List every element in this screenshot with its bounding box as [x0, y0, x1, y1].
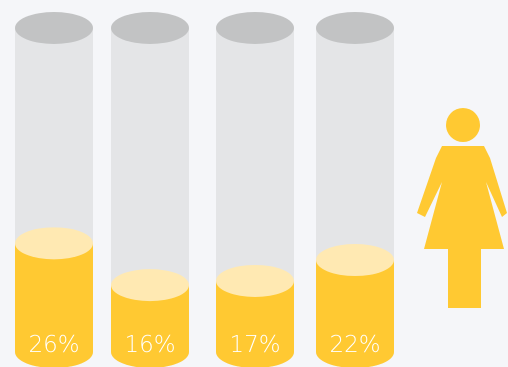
bar-fill-3 — [216, 280, 294, 367]
bar-fill-2 — [111, 285, 189, 367]
figure-head — [446, 108, 480, 142]
bar-fill-top-3 — [216, 264, 294, 297]
female-figure-icon — [417, 108, 507, 308]
tube-top-2 — [111, 12, 189, 44]
bar-fill-top-4 — [316, 244, 394, 277]
value-label-3: 17% — [229, 332, 280, 358]
value-label-1: 26% — [28, 332, 79, 358]
tube-top-3 — [216, 12, 294, 44]
tube-top-1 — [15, 12, 93, 44]
value-labels: 26% 16% 17% 22% — [28, 332, 380, 358]
value-label-4: 22% — [329, 332, 380, 358]
cylinder-bars — [15, 12, 394, 367]
figure-body — [417, 146, 507, 308]
value-label-2: 16% — [124, 332, 175, 358]
tube-top-4 — [316, 12, 394, 44]
bar-fill-top-2 — [111, 269, 189, 302]
bar-fill-top-1 — [15, 227, 93, 260]
bar-fill-1 — [15, 243, 93, 367]
bar-fill-4 — [316, 260, 394, 367]
